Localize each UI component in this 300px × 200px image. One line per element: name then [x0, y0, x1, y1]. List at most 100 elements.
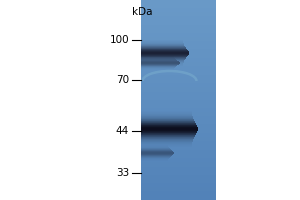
Bar: [141, 30, 216, 31]
Text: 70: 70: [116, 75, 129, 85]
Bar: [141, 76, 216, 77]
Bar: [141, 113, 216, 114]
Bar: [141, 136, 195, 137]
Bar: [141, 41, 216, 42]
Bar: [141, 86, 216, 87]
Bar: [141, 4, 216, 5]
Bar: [141, 107, 216, 108]
Bar: [141, 35, 216, 36]
Bar: [141, 15, 216, 16]
Bar: [141, 25, 216, 26]
Bar: [141, 146, 192, 147]
Bar: [141, 52, 189, 53]
Bar: [141, 87, 216, 88]
Bar: [141, 114, 216, 115]
Bar: [141, 44, 216, 45]
Bar: [141, 187, 216, 188]
Bar: [141, 134, 216, 135]
Bar: [141, 90, 216, 91]
Bar: [141, 9, 216, 10]
Bar: [141, 140, 193, 141]
Bar: [141, 56, 188, 57]
Bar: [141, 63, 216, 64]
Bar: [141, 47, 186, 48]
Bar: [141, 141, 216, 142]
Bar: [141, 184, 216, 185]
Bar: [141, 170, 216, 171]
Bar: [141, 91, 216, 92]
Bar: [141, 165, 216, 166]
Bar: [141, 112, 216, 113]
Bar: [141, 118, 216, 119]
Bar: [141, 18, 216, 19]
Bar: [141, 153, 216, 154]
Bar: [141, 10, 216, 11]
Bar: [141, 124, 216, 125]
Bar: [141, 197, 216, 198]
Bar: [141, 132, 197, 133]
Bar: [141, 130, 216, 131]
Bar: [141, 34, 216, 35]
Bar: [141, 143, 216, 144]
Bar: [141, 36, 216, 37]
Bar: [141, 80, 216, 81]
Bar: [141, 193, 216, 194]
Bar: [141, 117, 216, 118]
Bar: [141, 118, 193, 119]
Bar: [141, 171, 216, 172]
Bar: [141, 164, 216, 165]
Bar: [141, 58, 216, 59]
Bar: [141, 122, 195, 123]
Bar: [141, 71, 216, 72]
Text: kDa: kDa: [132, 7, 153, 17]
Bar: [141, 33, 216, 34]
Bar: [141, 140, 216, 141]
Bar: [141, 159, 216, 160]
Bar: [141, 83, 216, 84]
Bar: [141, 163, 216, 164]
Bar: [141, 17, 216, 18]
Bar: [141, 115, 216, 116]
Bar: [141, 21, 216, 22]
Bar: [141, 173, 216, 174]
Bar: [141, 139, 193, 140]
Bar: [141, 125, 216, 126]
Bar: [141, 40, 216, 41]
Bar: [141, 198, 216, 199]
Bar: [141, 135, 216, 136]
Bar: [141, 12, 216, 13]
Bar: [141, 161, 216, 162]
Bar: [141, 59, 185, 60]
Bar: [141, 64, 216, 65]
Bar: [141, 158, 216, 159]
Bar: [141, 56, 216, 57]
Bar: [141, 48, 216, 49]
Bar: [141, 124, 196, 125]
Bar: [141, 180, 216, 181]
Bar: [141, 100, 216, 101]
Bar: [141, 22, 216, 23]
Bar: [141, 45, 216, 46]
Bar: [141, 72, 216, 73]
Bar: [141, 103, 216, 104]
Bar: [141, 38, 216, 39]
Bar: [141, 48, 187, 49]
Bar: [141, 154, 216, 155]
Bar: [141, 85, 216, 86]
Bar: [141, 175, 216, 176]
Bar: [141, 55, 216, 56]
Bar: [141, 78, 216, 79]
Bar: [141, 14, 216, 15]
Bar: [141, 47, 216, 48]
Bar: [141, 188, 216, 189]
Bar: [141, 123, 216, 124]
Bar: [141, 102, 216, 103]
Bar: [141, 135, 195, 136]
Bar: [141, 160, 216, 161]
Bar: [141, 123, 196, 124]
Bar: [141, 77, 216, 78]
Bar: [141, 42, 183, 43]
Bar: [141, 54, 189, 55]
Bar: [141, 127, 216, 128]
Bar: [141, 132, 216, 133]
